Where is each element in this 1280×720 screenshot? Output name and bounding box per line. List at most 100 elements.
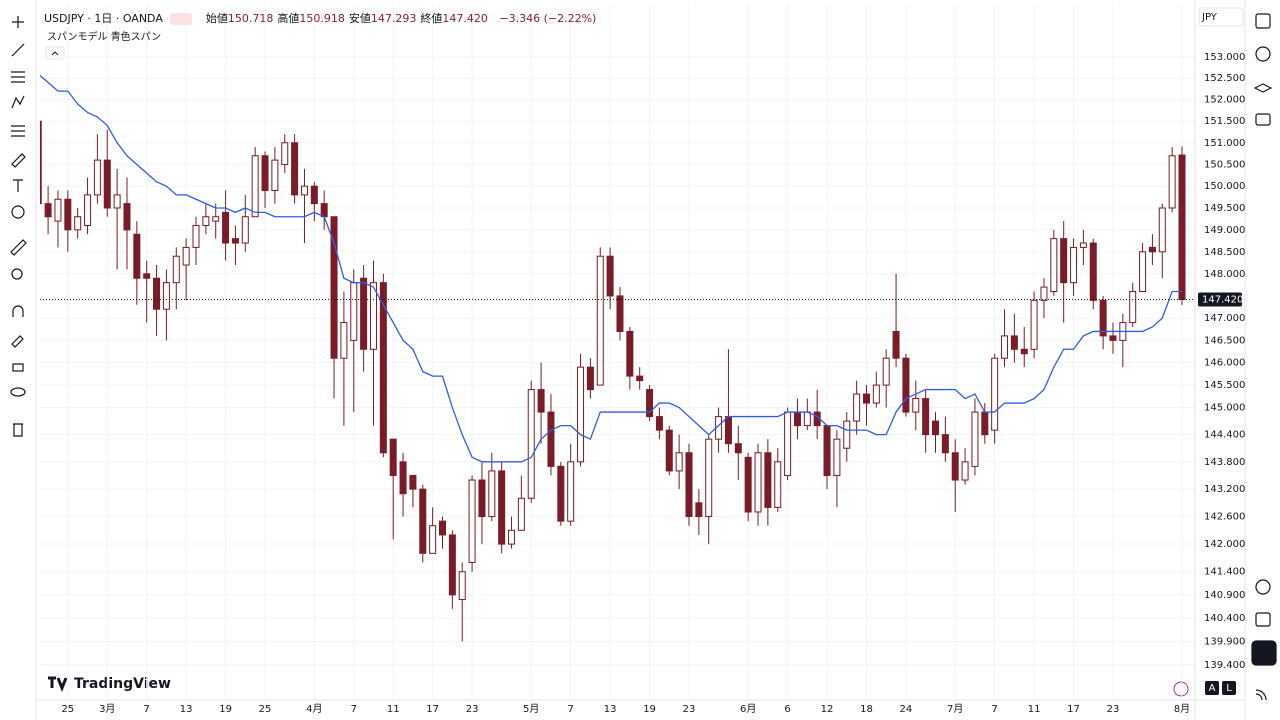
lock-tool[interactable] (12, 363, 24, 372)
candle-body (1139, 251, 1147, 293)
candle-body (212, 216, 220, 222)
left-toolbar[interactable] (10, 16, 27, 437)
candle-body (310, 185, 318, 205)
x-tick-label: 11 (1028, 704, 1041, 715)
y-tick-label: 144.400 (1204, 430, 1245, 441)
target-button[interactable] (1255, 579, 1271, 595)
candle-body (922, 398, 930, 436)
candle-body (754, 452, 762, 513)
candle-body (1030, 299, 1038, 350)
ohlc-value: 150.718 (227, 12, 274, 25)
brush-tool[interactable] (11, 153, 26, 168)
candle-body (291, 142, 299, 196)
x-tick-label: 23 (466, 704, 479, 715)
y-tick-label: 146.000 (1204, 358, 1245, 369)
x-tick-label: 6 (784, 704, 790, 715)
auto-button[interactable] (1205, 681, 1219, 695)
candle-body (734, 443, 742, 454)
candle-body (330, 216, 338, 359)
candle-body (557, 465, 565, 522)
candle-body (409, 474, 417, 490)
stream-button[interactable] (1255, 689, 1267, 701)
watchlist-button[interactable] (1255, 13, 1271, 29)
candle-body (774, 461, 782, 508)
candle-body (586, 366, 594, 391)
delete-tool[interactable] (13, 423, 23, 437)
candle-body (872, 384, 880, 404)
currency-select[interactable] (1198, 7, 1244, 27)
emoji-tool[interactable] (11, 205, 25, 219)
ohlc-value: 147.293 (370, 12, 417, 25)
magnet-tool[interactable] (12, 305, 24, 317)
candle-body (1168, 155, 1176, 209)
y-tick-label: 151.000 (1204, 138, 1245, 149)
candle-body (705, 438, 713, 518)
x-tick-label: 25 (61, 704, 74, 715)
y-tick-label: 149.500 (1204, 203, 1245, 214)
candle-body (379, 282, 387, 454)
y-tick-label: 143.800 (1204, 457, 1245, 468)
ohlc: 始値150.718 高値150.918 安値147.293 終値147.420 (206, 12, 492, 25)
candle-body (1089, 242, 1097, 301)
candle-body (744, 456, 752, 513)
fib-tool[interactable] (11, 71, 25, 83)
candle-body (1158, 207, 1166, 253)
y-tick-label: 145.500 (1204, 380, 1245, 391)
x-tick-label: 7 (991, 704, 997, 715)
candle-body (665, 429, 673, 472)
candle-body (784, 411, 792, 476)
candle-body (508, 529, 516, 545)
x-tick-label: 7 (351, 704, 357, 715)
candle-body (1070, 246, 1078, 284)
price-label-box (1198, 292, 1242, 307)
candle-body (902, 357, 910, 413)
y-tick-label: 142.600 (1204, 512, 1245, 523)
candle-body (626, 330, 634, 377)
price-label: 147.420 (1202, 294, 1243, 305)
span-line (40, 74, 1182, 463)
candle-body (1109, 335, 1117, 341)
candle-body (1129, 291, 1137, 324)
apps-button[interactable] (1251, 640, 1277, 666)
candle-body (932, 420, 939, 436)
log-label: L (1226, 683, 1232, 694)
line-tool[interactable] (11, 43, 25, 57)
crosshair-tool[interactable] (12, 16, 24, 28)
candle-body (192, 224, 200, 248)
candle-body (429, 525, 437, 554)
log-button[interactable] (1222, 681, 1236, 695)
candle-body (251, 155, 259, 218)
candle-body (93, 159, 101, 196)
bolt-button[interactable] (1173, 681, 1189, 697)
x-tick-label: 19 (643, 704, 656, 715)
candle-body (1050, 238, 1058, 293)
candle-body (320, 203, 328, 218)
x-tick-label: 7 (144, 704, 150, 715)
right-toolbar[interactable] (1251, 13, 1277, 701)
text-tool[interactable] (13, 179, 23, 192)
ruler-tool[interactable] (10, 239, 27, 256)
candle-body (951, 452, 959, 481)
candle-body (961, 461, 969, 481)
candle-body (172, 255, 180, 284)
collapse-icon (51, 51, 59, 56)
candle-body (202, 216, 210, 226)
layers-button[interactable] (1253, 83, 1273, 93)
collapse-button[interactable] (45, 46, 65, 60)
pattern-tool[interactable] (11, 95, 25, 109)
candle-body (724, 416, 732, 445)
lock-draw-tool[interactable] (11, 335, 24, 348)
zoom-tool[interactable] (11, 268, 23, 280)
chat-button[interactable] (1255, 113, 1271, 126)
candle-body (547, 411, 555, 467)
calendar-button[interactable] (1255, 612, 1271, 627)
hide-tool[interactable] (10, 387, 26, 397)
legend: USDJPY · 1日 · OANDA 始値150.718 高値150.918 安値… (44, 10, 600, 26)
candle-body (222, 211, 230, 244)
candle-body (1148, 246, 1156, 253)
forecast-tool[interactable] (11, 125, 25, 137)
y-tick-label: 142.000 (1204, 539, 1245, 550)
x-tick-label: 7月 (947, 703, 963, 715)
alerts-button[interactable] (1255, 46, 1271, 62)
